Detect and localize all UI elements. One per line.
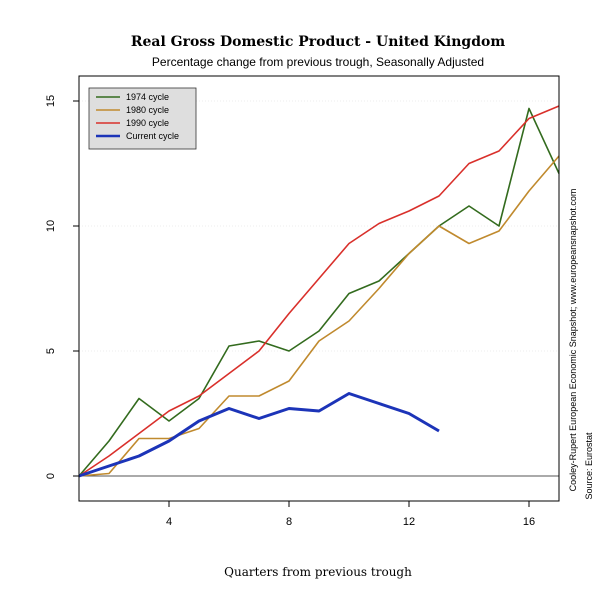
legend-label-1990-cycle: 1990 cycle — [126, 118, 169, 128]
legend: 1974 cycle 1980 cycle 1990 cycle Current cy… — [88, 87, 197, 150]
legend-label-1980-cycle: 1980 cycle — [126, 105, 169, 115]
y-tick-label-3: 15 — [45, 95, 57, 107]
plot-frame — [78, 75, 560, 502]
grid — [79, 100, 559, 477]
legend-label-1974-cycle: 1974 cycle — [126, 92, 169, 102]
series-line-current-cycle — [78, 392, 440, 478]
y-tick-label-2: 10 — [45, 220, 57, 232]
series-line-1980-cycle — [78, 155, 560, 477]
y-tick-label-1: 5 — [45, 348, 57, 354]
legend-box — [88, 87, 197, 150]
x-axis-label: Quarters from previous trough — [224, 565, 412, 579]
series-line-1974-cycle — [78, 107, 560, 477]
x-tick-label-1: 8 — [286, 516, 292, 528]
y-axis: 0 5 10 15 — [45, 95, 79, 479]
series-line-1990-cycle — [78, 105, 560, 477]
legend-label-current-cycle: Current cycle — [126, 131, 179, 141]
x-tick-label-3: 16 — [523, 516, 535, 528]
x-axis: 4 8 12 16 — [166, 501, 535, 528]
series-lines — [78, 105, 560, 478]
x-tick-label-2: 12 — [403, 516, 415, 528]
attribution-note: Cooley-Rupert European Economic Snapshot… — [568, 189, 578, 492]
y-tick-label-0: 0 — [45, 473, 57, 479]
source-note: Source: Eurostat — [584, 432, 594, 500]
chart-subtitle: Percentage change from previous trough, … — [152, 55, 484, 69]
x-tick-label-0: 4 — [166, 516, 172, 528]
chart-title: Real Gross Domestic Product - United Kin… — [131, 34, 505, 50]
